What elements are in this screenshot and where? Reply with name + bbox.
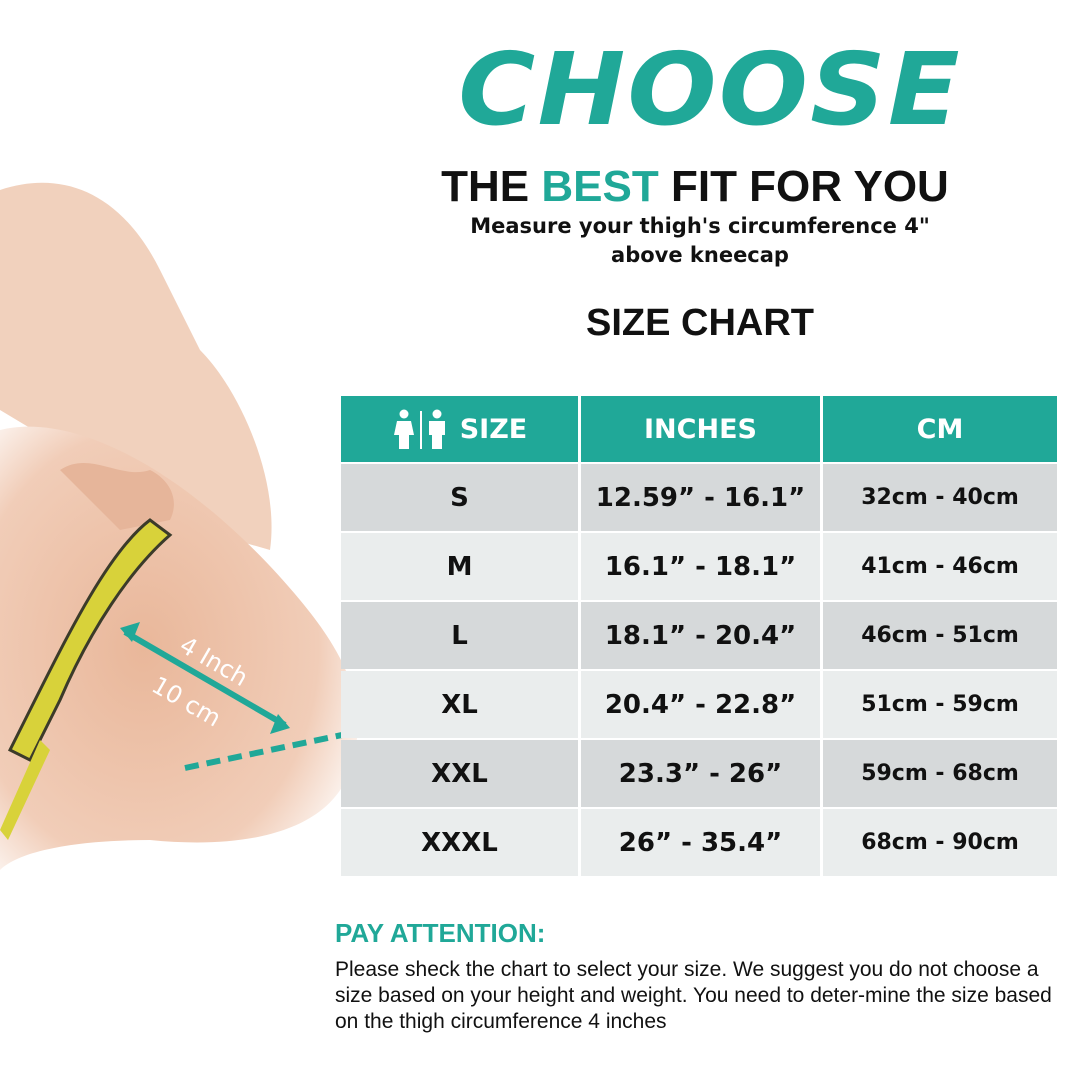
size-cell: L <box>341 602 578 669</box>
male-female-icon <box>393 409 445 449</box>
headline: CHOOSE <box>458 31 962 148</box>
attention-title: PAY ATTENTION: <box>335 918 546 948</box>
table-row: S 12.59” - 16.1” 32cm - 40cm <box>341 464 1057 531</box>
measuring-tape <box>7 518 173 763</box>
arrow-line <box>123 629 287 728</box>
header-size-label: SIZE <box>459 413 528 445</box>
thigh-measurement-illustration: 4 Inch 10 cm <box>0 182 358 870</box>
size-cell: XXL <box>341 740 578 807</box>
cm-cell: 68cm - 90cm <box>823 809 1057 876</box>
chart-title: SIZE CHART <box>586 302 814 344</box>
arrow-head-icon <box>270 714 290 734</box>
size-table: SIZE INCHES CM S 12.59” - 16.1” 32cm - 40c… <box>341 396 1057 878</box>
attention-body: Please sheck the chart to select your si… <box>335 958 1052 1033</box>
inches-cell: 18.1” - 20.4” <box>581 602 820 669</box>
size-cell: XXXL <box>341 809 578 876</box>
tagline: THE BEST FIT FOR YOU <box>380 160 1010 214</box>
inches-cell: 23.3” - 26” <box>581 740 820 807</box>
size-cell: XL <box>341 671 578 738</box>
table-row: XXL 23.3” - 26” 59cm - 68cm <box>341 740 1057 807</box>
table-row: L 18.1” - 20.4” 46cm - 51cm <box>341 602 1057 669</box>
table-row: M 16.1” - 18.1” 41cm - 46cm <box>341 533 1057 600</box>
knee-dashed-line <box>184 729 357 771</box>
cm-cell: 59cm - 68cm <box>823 740 1057 807</box>
inches-cell: 26” - 35.4” <box>581 809 820 876</box>
cm-cell: 41cm - 46cm <box>823 533 1057 600</box>
tagline-text: THE <box>441 162 542 211</box>
header-inches: INCHES <box>581 396 820 462</box>
table-row: XL 20.4” - 22.8” 51cm - 59cm <box>341 671 1057 738</box>
cm-cell: 51cm - 59cm <box>823 671 1057 738</box>
cm-cell: 32cm - 40cm <box>823 464 1057 531</box>
header-size: SIZE <box>341 396 578 462</box>
arrow-head-icon <box>120 622 140 642</box>
tagline-highlight: BEST <box>541 162 659 211</box>
tagline-text: FIT FOR YOU <box>658 162 949 211</box>
table-row: XXXL 26” - 35.4” 68cm - 90cm <box>341 809 1057 876</box>
table-header: SIZE INCHES CM <box>341 396 1057 462</box>
inches-cell: 16.1” - 18.1” <box>581 533 820 600</box>
header-cm: CM <box>823 396 1057 462</box>
inches-cell: 12.59” - 16.1” <box>581 464 820 531</box>
size-cell: M <box>341 533 578 600</box>
cm-cell: 46cm - 51cm <box>823 602 1057 669</box>
measure-instruction: Measure your thigh's circumference 4" ab… <box>470 214 930 267</box>
size-cell: S <box>341 464 578 531</box>
inches-cell: 20.4” - 22.8” <box>581 671 820 738</box>
